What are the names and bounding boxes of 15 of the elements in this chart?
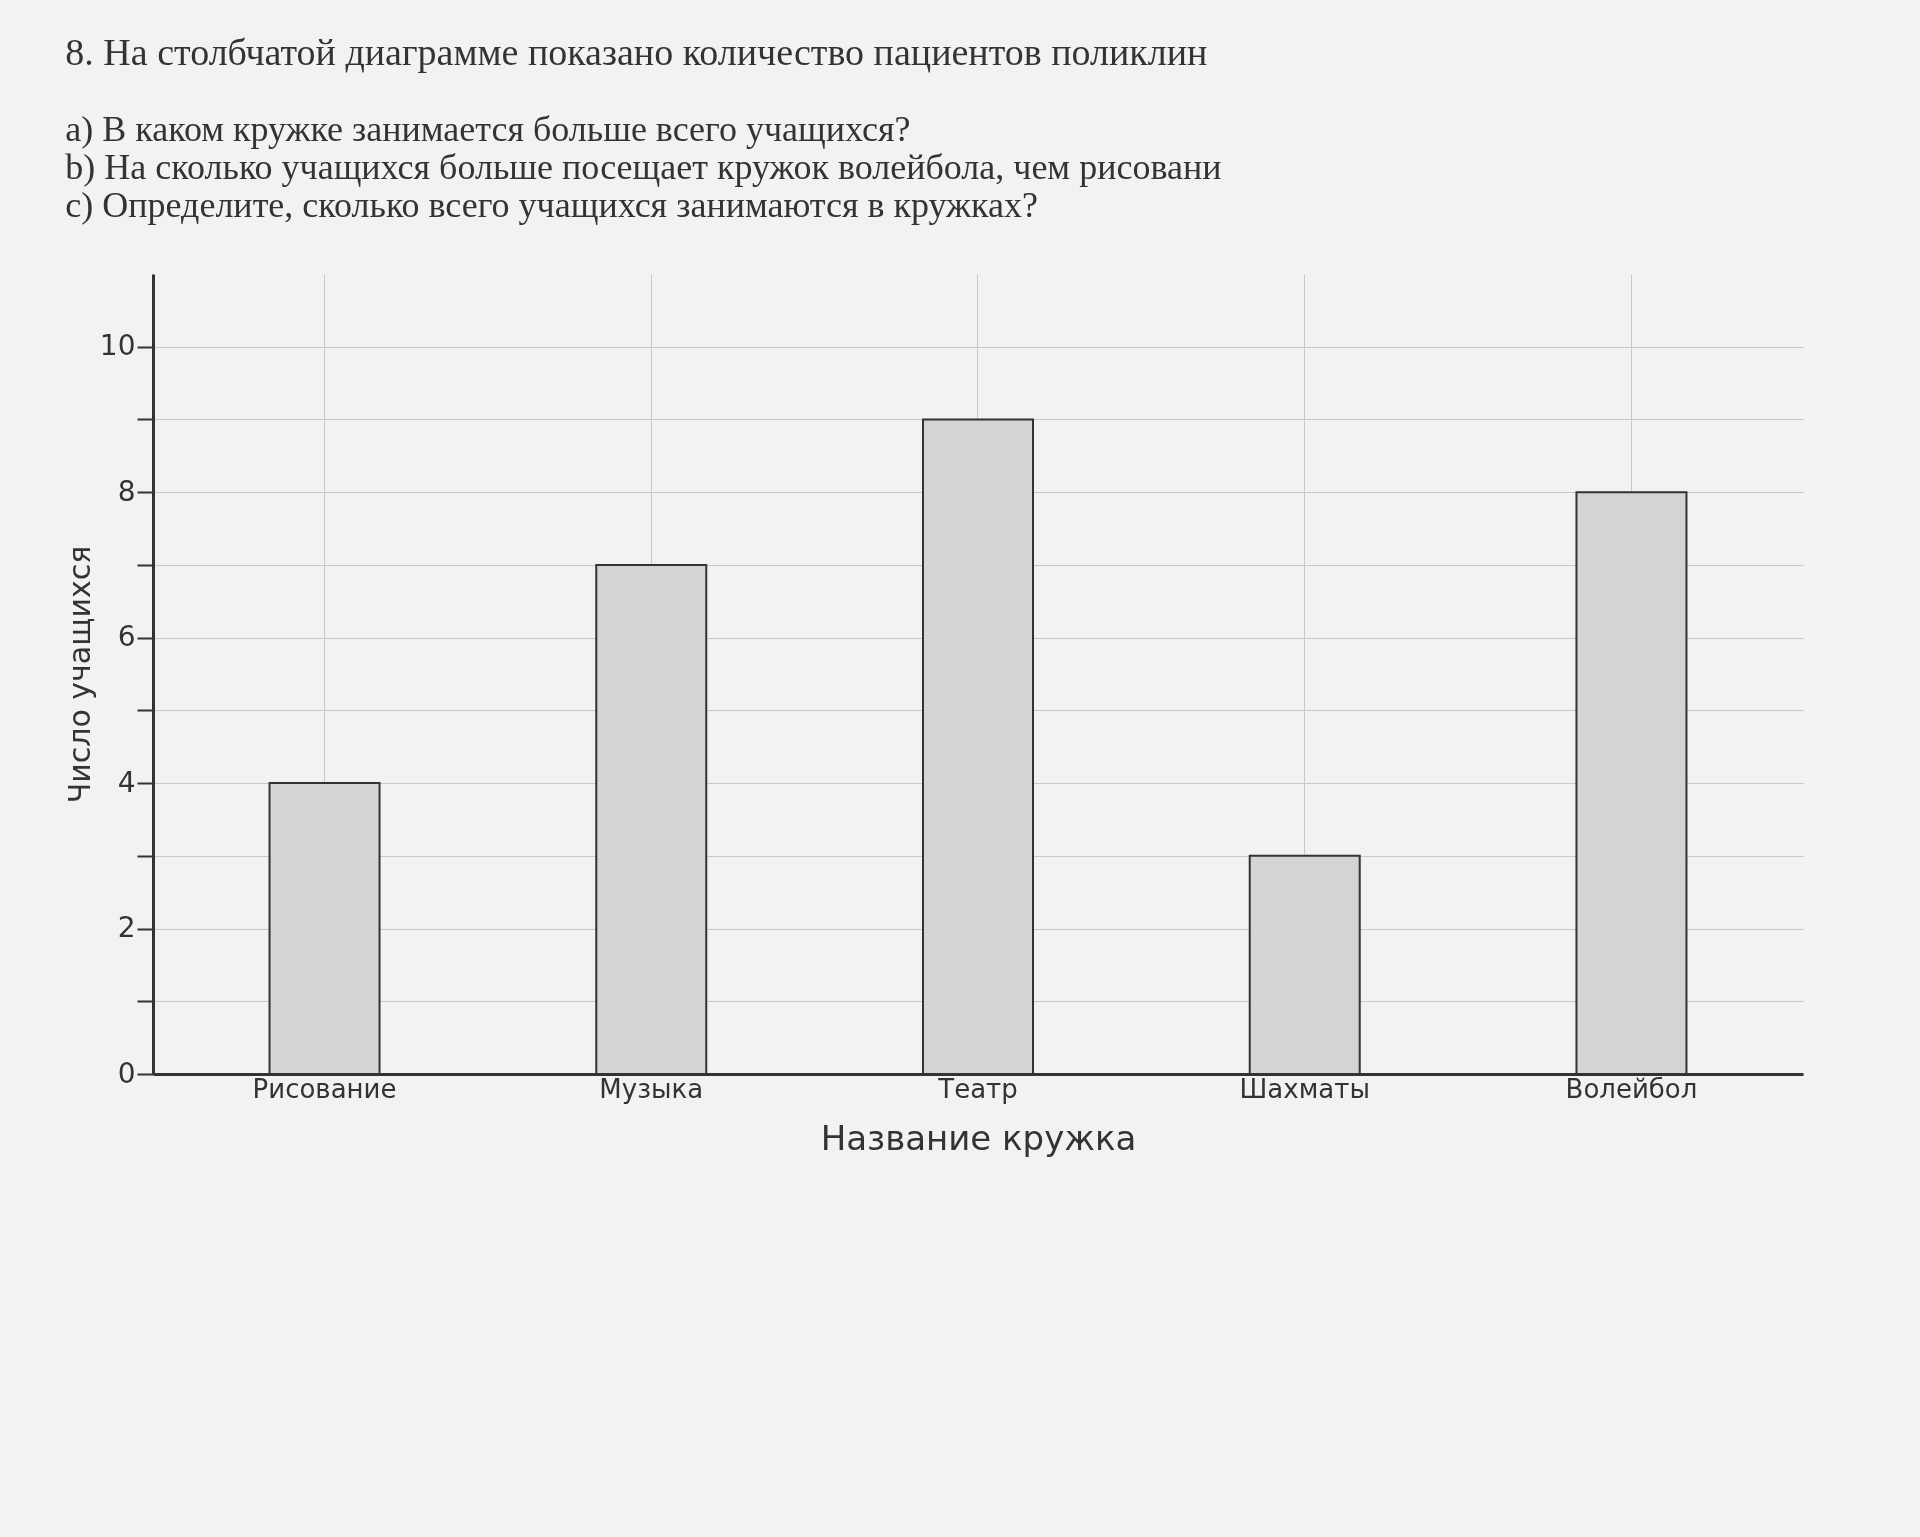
- x-axis-title: Название кружка: [820, 1117, 1137, 1158]
- y-tick-label: 8: [117, 474, 136, 508]
- text: а) В каком кружке занимается больше всего учащихся?: [65, 109, 911, 149]
- y-tick-label: 2: [117, 911, 136, 945]
- y-tick-label: 4: [117, 765, 136, 799]
- x-tick-label: Театр: [937, 1073, 1018, 1104]
- y-tick-label: 10: [99, 329, 136, 363]
- chart-title: 8. На столбчатой диаграмме показано количество пациентов поликлин: [65, 31, 1208, 73]
- x-tick-label: Шахматы: [1239, 1073, 1370, 1104]
- x-tick-label: Волейбол: [1565, 1073, 1698, 1104]
- x-tick-label: Рисование: [252, 1073, 397, 1104]
- y-tick-label: 0: [117, 1056, 136, 1090]
- x-tick-label: Музыка: [599, 1073, 704, 1104]
- y-axis-title: Число учащихся: [61, 545, 97, 804]
- y-tick-label: 6: [117, 620, 136, 654]
